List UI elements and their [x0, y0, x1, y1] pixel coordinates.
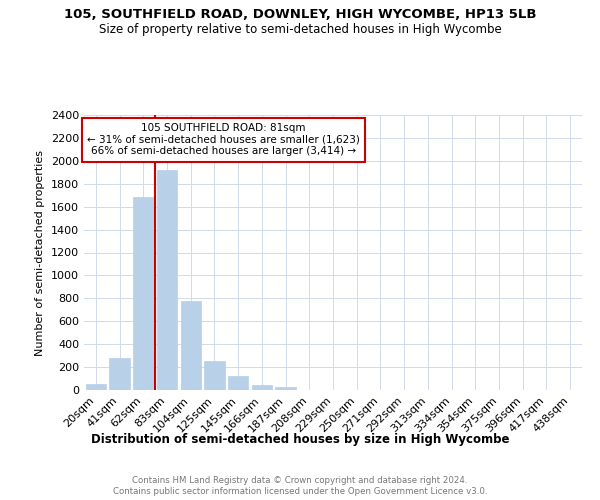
Text: 105, SOUTHFIELD ROAD, DOWNLEY, HIGH WYCOMBE, HP13 5LB: 105, SOUTHFIELD ROAD, DOWNLEY, HIGH WYCO…: [64, 8, 536, 20]
Bar: [181, 300, 201, 390]
Bar: [133, 198, 154, 390]
Bar: [275, 387, 296, 390]
Text: Size of property relative to semi-detached houses in High Wycombe: Size of property relative to semi-detach…: [98, 22, 502, 36]
Text: Distribution of semi-detached houses by size in High Wycombe: Distribution of semi-detached houses by …: [91, 432, 509, 446]
Bar: [86, 384, 106, 390]
Bar: [228, 376, 248, 390]
Bar: [109, 358, 130, 390]
Y-axis label: Number of semi-detached properties: Number of semi-detached properties: [35, 150, 46, 356]
Bar: [252, 386, 272, 390]
Text: 105 SOUTHFIELD ROAD: 81sqm
← 31% of semi-detached houses are smaller (1,623)
66%: 105 SOUTHFIELD ROAD: 81sqm ← 31% of semi…: [87, 123, 360, 156]
Bar: [205, 362, 224, 390]
Bar: [157, 170, 177, 390]
Text: Contains HM Land Registry data © Crown copyright and database right 2024.: Contains HM Land Registry data © Crown c…: [132, 476, 468, 485]
Text: Contains public sector information licensed under the Open Government Licence v3: Contains public sector information licen…: [113, 487, 487, 496]
